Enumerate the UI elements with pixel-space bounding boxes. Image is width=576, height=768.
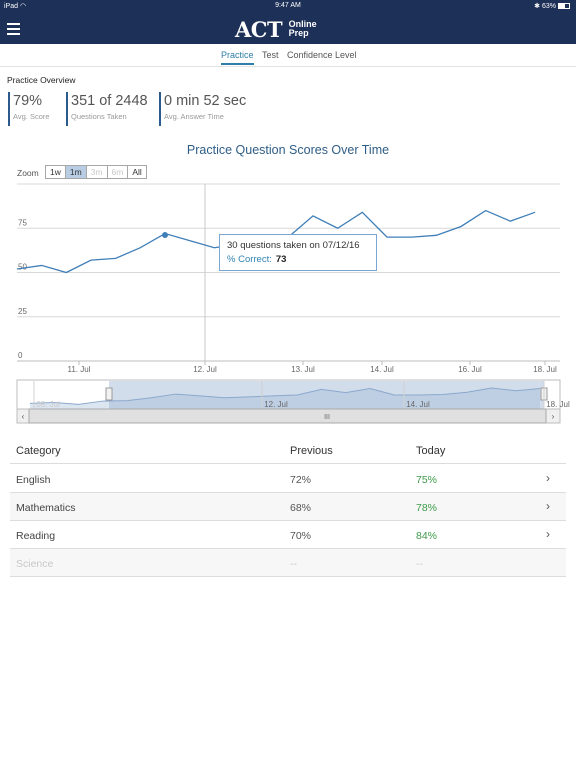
y-tick-label: 25 — [18, 307, 27, 316]
row-category: English — [16, 474, 51, 486]
battery-icon — [558, 3, 570, 10]
chevron-right-icon[interactable]: › — [546, 499, 550, 513]
y-tick-label: 0 — [18, 351, 23, 360]
scrollbar-thumb[interactable] — [28, 408, 547, 424]
logo-subtitle: Online Prep — [289, 20, 317, 38]
tooltip-value: 73 — [275, 254, 287, 265]
chart-tooltip: 30 questions taken on 07/12/16 % Correct… — [219, 234, 377, 271]
zoom-all-button[interactable]: All — [127, 165, 147, 179]
bluetooth-icon: ✱ — [534, 3, 541, 10]
chevron-right-icon[interactable]: › — [546, 527, 550, 541]
tooltip-value-row: % Correct: 73 — [227, 254, 369, 265]
navigator-label: 14. Jul — [406, 400, 430, 409]
zoom-1m-button[interactable]: 1m — [64, 165, 87, 179]
tooltip-label: % Correct: — [227, 254, 272, 265]
x-tick-label: 18. Jul — [533, 365, 557, 374]
stat-label: Questions Taken — [71, 112, 127, 121]
stat-label: Avg. Answer Time — [164, 112, 224, 121]
tooltip-title: 30 questions taken on 07/12/16 — [227, 240, 360, 251]
row-today: 78% — [416, 502, 438, 514]
table-row-reading[interactable]: Reading 70% 84% › — [10, 521, 566, 549]
status-time: 9:47 AM — [275, 2, 301, 9]
row-category: Science — [16, 558, 54, 570]
line-chart[interactable]: 0 25 50 75 11. Jul 12. Jul 13. Jul 14. Jul 16. J… — [0, 0, 576, 430]
battery-percent: 63% — [541, 3, 556, 10]
status-device: iPad ◠ — [4, 2, 26, 10]
navigator-selection — [109, 381, 544, 409]
y-tick-label: 50 — [18, 263, 27, 272]
stat-avg-answer-time: 0 min 52 sec Avg. Answer Time — [159, 92, 246, 126]
chart-title: Practice Question Scores Over Time — [186, 143, 390, 157]
navigator-label: 08. Jul — [36, 400, 60, 409]
row-category: Reading — [16, 530, 56, 542]
overview-title: Practice Overview — [7, 75, 76, 85]
table-row-science: Science -- -- — [10, 549, 566, 577]
logo-online: Online — [288, 19, 317, 29]
hover-point — [162, 232, 168, 239]
app-header: ACT Online Prep — [0, 14, 576, 44]
navigator-line — [29, 387, 541, 405]
status-bar: iPad ◠ 9:47 AM ✱ 63% — [0, 0, 576, 14]
x-tick-label: 14. Jul — [370, 365, 394, 374]
stat-value: 79% — [13, 93, 43, 109]
tab-practice[interactable]: Practice — [221, 50, 254, 65]
header-category: Category — [16, 445, 61, 457]
scrollbar-grip: III — [324, 414, 330, 421]
stat-label: Avg. Score — [13, 112, 50, 121]
navigator-area — [30, 388, 540, 409]
stat-value: 0 min 52 sec — [164, 93, 247, 109]
navigator-label: 12. Jul — [264, 400, 288, 409]
wifi-icon: ◠ — [20, 3, 27, 10]
stat-questions-taken: 351 of 2448 Questions Taken — [66, 92, 148, 126]
row-previous: 68% — [290, 502, 312, 514]
navigator-label: 18. Jul — [546, 400, 570, 409]
x-tick-label: 13. Jul — [291, 365, 315, 374]
section-tabs: Practice Test Confidence Level — [0, 44, 576, 67]
logo-prep: Prep — [288, 28, 309, 38]
hamburger-menu-icon[interactable] — [7, 23, 20, 35]
scroll-left-arrow-icon[interactable]: ‹ — [22, 412, 25, 421]
row-today: -- — [416, 558, 423, 570]
y-tick-label: 75 — [18, 218, 27, 227]
zoom-label: Zoom — [17, 168, 39, 178]
table-row-mathematics[interactable]: Mathematics 68% 78% › — [10, 493, 566, 521]
row-category: Mathematics — [16, 502, 76, 514]
tab-confidence-level[interactable]: Confidence Level — [287, 50, 357, 60]
logo-act: ACT — [235, 17, 283, 42]
tab-test[interactable]: Test — [262, 50, 279, 60]
chevron-right-icon[interactable]: › — [546, 471, 550, 485]
header-previous: Previous — [290, 445, 333, 457]
x-tick-label: 16. Jul — [458, 365, 482, 374]
row-today: 84% — [416, 530, 438, 542]
device-name: iPad — [4, 3, 19, 10]
row-previous: -- — [290, 558, 297, 570]
status-battery: ✱ 63% — [534, 2, 570, 10]
row-today: 75% — [416, 474, 438, 486]
table-header: Category Previous Today — [10, 437, 566, 464]
navigator-handle-left — [105, 387, 113, 401]
zoom-buttons: 1w 1m 3m 6m All — [45, 165, 147, 179]
stat-avg-score: 79% Avg. Score — [8, 92, 50, 126]
act-online-prep-logo: ACT Online Prep — [235, 19, 317, 41]
x-tick-label: 12. Jul — [193, 365, 217, 374]
stat-value: 351 of 2448 — [71, 93, 148, 109]
header-today: Today — [416, 445, 446, 457]
table-row-english[interactable]: English 72% 75% › — [10, 465, 566, 493]
scroll-right-arrow-icon[interactable]: › — [552, 412, 555, 421]
row-previous: 72% — [290, 474, 312, 486]
x-tick-label: 11. Jul — [68, 365, 91, 374]
row-previous: 70% — [290, 530, 312, 542]
